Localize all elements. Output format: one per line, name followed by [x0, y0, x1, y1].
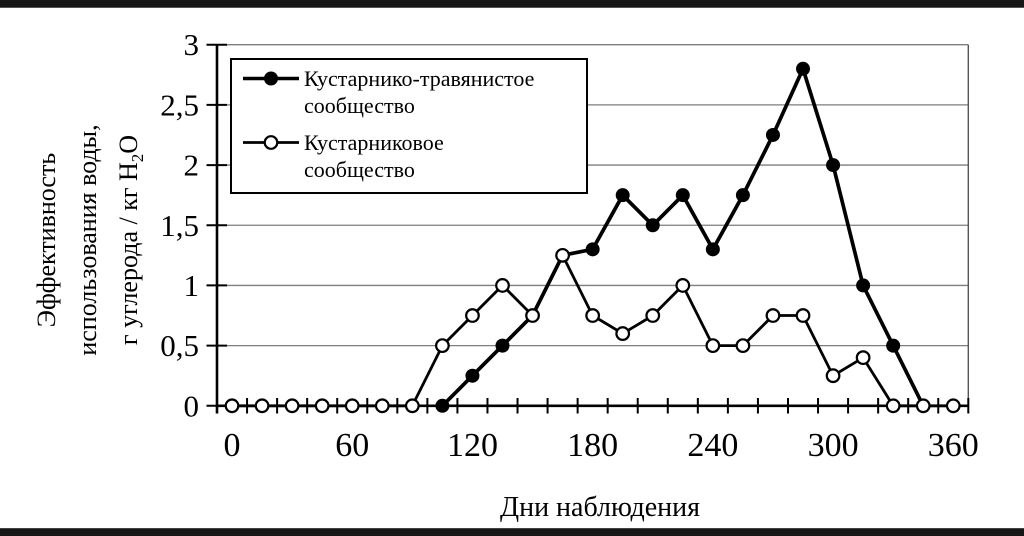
y-axis-title-line-3: г углерода / кг H2O: [114, 134, 148, 346]
series-shrub-grass-marker: [645, 218, 660, 233]
y-axis-title: Эффективность использования воды, г угле…: [26, 48, 150, 432]
series-shrub-line: [232, 253, 954, 408]
series-shrub-grass-marker: [765, 127, 780, 142]
y-axis-title-line-2: использования воды,: [73, 124, 102, 356]
open-circle-icon: [263, 135, 279, 150]
series-shrub-marker: [855, 350, 871, 366]
series-shrub-marker: [495, 278, 510, 293]
y-tick-label: 1,5: [160, 208, 199, 243]
scan-edge-bottom: [0, 528, 1024, 536]
series-shrub-marker: [615, 326, 631, 341]
legend-label-line: Кустарнико-травянистое: [304, 66, 535, 91]
series-shrub-grass-marker: [886, 338, 901, 353]
x-tick-label: 300: [808, 427, 859, 464]
series-shrub-marker: [465, 308, 480, 323]
series-shrub-grass-marker: [735, 188, 750, 203]
y-tick-label: 0,5: [160, 328, 199, 363]
series-shrub-grass-marker: [705, 242, 720, 257]
legend-label-line: сообщество: [304, 157, 415, 182]
series-shrub-grass-marker: [435, 398, 450, 413]
legend-entry-shrub-grass: Кустарнико-травянистое сообщество: [243, 65, 586, 119]
x-axis-title: Дни наблюдения: [499, 492, 701, 523]
series-shrub-grass-marker: [465, 368, 480, 383]
series-shrub-grass-marker: [675, 188, 690, 203]
series-shrub-marker: [344, 398, 360, 414]
series-shrub-grass-marker: [495, 338, 510, 353]
filled-circle-icon: [264, 71, 278, 86]
series-shrub-marker: [434, 338, 450, 354]
series-shrub-marker: [765, 308, 781, 323]
series-shrub-grass-marker: [796, 61, 811, 76]
filled-circle-legend-sample: [243, 71, 299, 86]
legend-label-line: Кустарниковое: [304, 130, 444, 155]
legend-entry-shrub: Кустарниковое сообщество: [243, 129, 586, 183]
series-shrub-marker: [675, 278, 691, 293]
y-tick-label: 1: [184, 268, 200, 303]
series-shrub-marker: [735, 338, 751, 354]
y-tick-label: 3: [184, 27, 200, 62]
series-shrub-grass-marker: [615, 188, 630, 203]
y-axis-title-line-1: Эффективность: [32, 152, 61, 328]
series-shrub-marker: [555, 247, 570, 263]
series-shrub-marker: [645, 308, 661, 323]
series-shrub-marker: [404, 398, 420, 414]
legend: Кустарнико-травянистое сообщество Кустар…: [230, 58, 588, 194]
legend-label-shrub-grass: Кустарнико-травянистое сообщество: [304, 65, 534, 119]
x-tick-label: 60: [335, 427, 369, 464]
x-tick-label: 240: [687, 427, 738, 464]
series-shrub-grass-marker: [826, 158, 841, 173]
series-shrub-marker: [224, 398, 240, 414]
scan-edge-top: [0, 0, 1024, 8]
y-tick-label: 2: [184, 148, 200, 183]
series-shrub-marker: [374, 398, 390, 414]
y-tick-label: 2,5: [160, 87, 199, 122]
y-tick-label: 0: [184, 388, 200, 423]
series-shrub-marker: [705, 338, 721, 354]
series-shrub-marker: [915, 398, 931, 414]
x-tick-label: 360: [928, 427, 979, 464]
series-shrub-marker: [945, 398, 961, 414]
series-shrub-marker: [314, 398, 330, 414]
series-shrub-marker: [795, 308, 811, 323]
x-tick-label: 180: [567, 427, 618, 464]
open-circle-legend-sample: [243, 135, 299, 150]
series-shrub-marker: [284, 398, 300, 414]
series-shrub-marker: [525, 308, 540, 323]
legend-label-line: сообщество: [304, 93, 415, 118]
x-tick-label: 0: [224, 427, 241, 464]
x-tick-label: 120: [447, 427, 498, 464]
series-shrub-marker: [585, 308, 601, 323]
series-shrub-marker: [254, 398, 270, 414]
legend-label-shrub: Кустарниковое сообщество: [304, 129, 444, 183]
series-shrub-marker: [885, 398, 901, 414]
series-shrub-marker: [825, 368, 841, 384]
series-shrub-grass-marker: [585, 242, 600, 257]
series-shrub-grass-marker: [856, 278, 871, 293]
